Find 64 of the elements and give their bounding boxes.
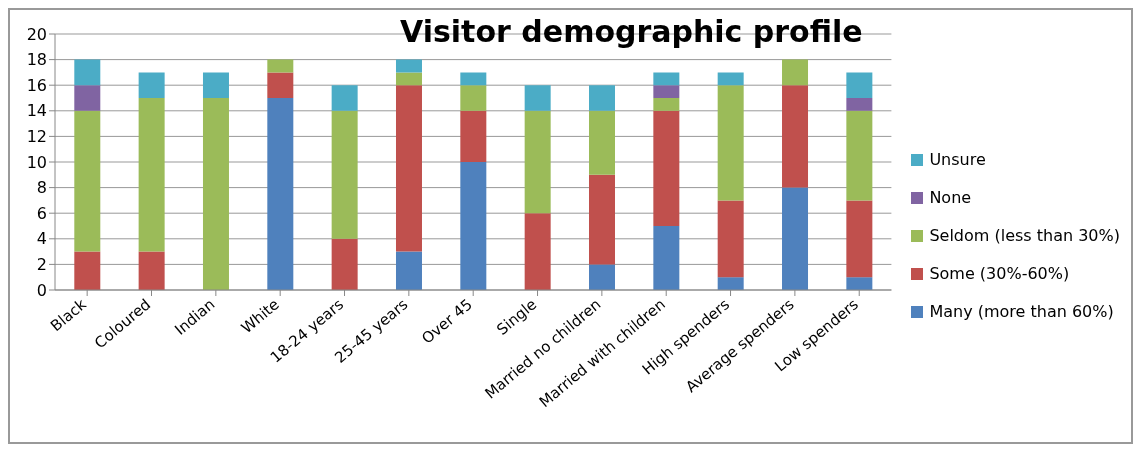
bar	[74, 85, 101, 111]
bar	[395, 59, 422, 73]
bar	[717, 72, 744, 86]
y-tick-label: 2	[36, 255, 47, 275]
bar	[717, 277, 744, 290]
legend-label: Many (more than 60%)	[929, 302, 1114, 321]
y-tick-label: 16	[26, 75, 47, 95]
bar	[782, 59, 809, 86]
bar	[202, 72, 229, 98]
bar	[267, 59, 294, 73]
bar	[846, 110, 873, 201]
y-tick-label: 10	[26, 152, 47, 172]
bar	[331, 110, 358, 239]
chart-title: Visitor demographic profile	[400, 14, 863, 49]
bar	[653, 85, 680, 98]
legend-label: Seldom (less than 30%)	[929, 226, 1120, 245]
bar	[74, 251, 101, 290]
legend-label: None	[929, 188, 972, 207]
bar	[395, 251, 422, 290]
legend-label: Some (30%-60%)	[929, 264, 1070, 283]
bar	[395, 72, 422, 86]
y-tick-label: 12	[26, 127, 47, 147]
bar	[653, 226, 680, 290]
bar	[846, 98, 873, 111]
bar	[267, 72, 294, 98]
bar	[846, 277, 873, 290]
bar	[846, 200, 873, 278]
bar	[74, 110, 101, 252]
y-tick-label: 0	[36, 280, 47, 300]
legend-label: Unsure	[929, 150, 986, 169]
bar	[395, 85, 422, 252]
bar	[846, 72, 873, 98]
bar	[74, 59, 101, 86]
bar	[460, 162, 487, 290]
bar	[267, 98, 294, 290]
bar	[782, 187, 809, 290]
y-tick-label: 8	[36, 178, 47, 198]
bar	[589, 174, 615, 265]
bar	[460, 85, 487, 111]
bar	[202, 98, 229, 290]
bar	[653, 72, 680, 86]
bar	[717, 85, 744, 201]
y-tick-label: 18	[26, 50, 47, 70]
y-tick-label: 4	[36, 229, 47, 249]
y-tick-label: 14	[26, 101, 47, 121]
bar	[589, 85, 615, 111]
y-tick-label: 6	[36, 203, 47, 223]
bar	[460, 72, 487, 86]
bar	[138, 98, 165, 252]
bar	[524, 110, 551, 214]
y-tick-label: 20	[26, 24, 47, 44]
bar	[782, 85, 809, 188]
bar	[524, 213, 551, 290]
bar	[138, 72, 165, 98]
bar	[524, 85, 551, 111]
bar	[138, 251, 165, 290]
bar	[589, 264, 615, 290]
bar	[653, 110, 680, 226]
bar	[331, 238, 358, 290]
bar	[717, 200, 744, 278]
bar	[331, 85, 358, 111]
bar	[653, 98, 680, 111]
bar	[460, 110, 487, 162]
bar	[589, 110, 615, 175]
